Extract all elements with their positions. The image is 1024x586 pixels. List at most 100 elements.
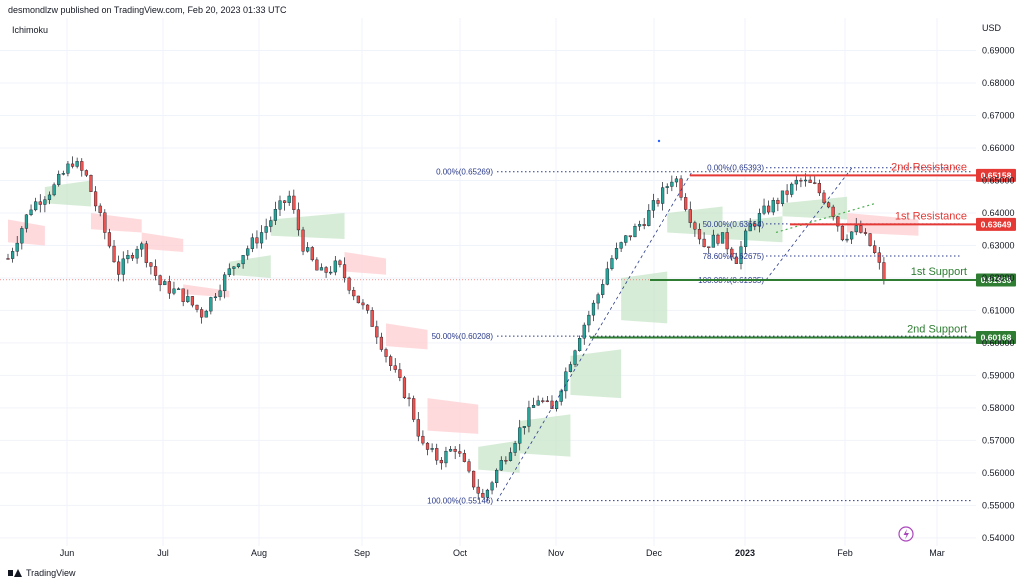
candle-body	[739, 246, 743, 264]
candle-body	[472, 470, 476, 488]
candle-body	[365, 304, 370, 311]
candle-body	[306, 247, 310, 252]
candle-body	[342, 264, 347, 279]
candle-body	[283, 200, 287, 203]
candle-body	[435, 448, 439, 461]
candle-body	[315, 259, 319, 271]
candle-body	[559, 390, 563, 402]
candle-body	[702, 238, 706, 247]
candle-body	[204, 310, 208, 318]
level-label: 1st Resistance	[895, 210, 967, 222]
candle-body	[863, 232, 868, 234]
candle-body	[882, 262, 886, 281]
price-axis[interactable]: USD 0.690000.680000.670000.660000.650000…	[982, 23, 1015, 543]
candle-body	[389, 356, 393, 366]
candle-body	[181, 288, 185, 302]
candle-body	[531, 404, 536, 408]
candle-body	[98, 205, 102, 213]
y-tick-label: 0.68000	[982, 78, 1015, 88]
cloud-segment	[722, 216, 783, 243]
candle-body	[684, 197, 688, 210]
candle-body	[324, 267, 328, 273]
candle-body	[859, 225, 863, 233]
price-badge	[976, 273, 1016, 287]
candle-body	[329, 271, 333, 274]
fib-left-trend	[496, 171, 693, 501]
candle-body	[651, 200, 655, 211]
candle-body	[407, 397, 411, 400]
candle-body	[813, 182, 817, 184]
candle-body	[292, 195, 296, 210]
candle-body	[591, 302, 596, 316]
candle-body	[619, 242, 623, 249]
candle-body	[172, 288, 176, 294]
y-tick-label: 0.60000	[982, 338, 1015, 348]
y-tick-label: 0.62000	[982, 273, 1015, 283]
candle-body	[241, 255, 245, 265]
candle-body	[485, 489, 490, 498]
candle-body	[338, 260, 342, 265]
candle-body	[582, 324, 586, 339]
indicator-label: Ichimoku	[12, 25, 49, 35]
candle-body	[693, 222, 697, 230]
candle-body	[140, 243, 144, 250]
candle-body	[57, 173, 61, 185]
flash-icon[interactable]	[898, 526, 914, 542]
candle-body	[11, 251, 15, 259]
candle-body	[656, 200, 660, 204]
candle-body	[495, 469, 499, 484]
candle-body	[499, 460, 503, 471]
level-label: 2nd Resistance	[891, 161, 967, 173]
candle-body	[361, 302, 365, 306]
candle-body	[112, 245, 116, 263]
candle-body	[158, 275, 162, 286]
price-badge	[976, 330, 1016, 344]
candle-body	[89, 175, 93, 192]
candle-body	[296, 209, 301, 231]
candle-body	[273, 209, 277, 221]
candle-body	[246, 248, 250, 256]
time-axis[interactable]: Jun Jul Aug Sep Oct Nov Dec 2023 Feb Mar	[60, 548, 945, 558]
candle-body	[47, 194, 52, 200]
candle-body	[748, 223, 752, 232]
y-tick-label: 0.58000	[982, 403, 1015, 413]
candle-body	[421, 435, 425, 444]
candle-body	[771, 200, 775, 213]
x-tick-label: Jun	[60, 548, 75, 558]
candle-body	[370, 310, 374, 327]
candle-body	[767, 205, 771, 213]
candle-body	[195, 304, 199, 310]
y-tick-label: 0.59000	[982, 370, 1015, 380]
candle-body	[670, 181, 674, 187]
candle-body	[568, 364, 573, 372]
candle-body	[453, 448, 457, 452]
ichimoku-cloud	[8, 180, 919, 473]
candle-body	[29, 209, 33, 216]
tradingview-logo-icon	[8, 568, 22, 578]
candle-body	[190, 296, 194, 306]
candle-body	[665, 186, 669, 188]
candle-body	[34, 201, 38, 211]
candle-body	[868, 233, 872, 246]
candle-body	[66, 163, 70, 174]
candle-body	[278, 200, 282, 210]
y-tick-label: 0.54000	[982, 533, 1015, 543]
candle-body	[527, 407, 531, 427]
candle-body	[135, 248, 139, 259]
candle-body	[822, 192, 826, 203]
candle-body	[720, 232, 725, 244]
candle-body	[785, 190, 789, 195]
candle-body	[614, 248, 619, 259]
cloud-segment	[229, 255, 271, 278]
y-tick-label: 0.69000	[982, 45, 1015, 55]
candle-body	[513, 443, 517, 453]
cloud-segment	[621, 271, 668, 324]
cloud-segment	[183, 284, 230, 298]
candle-body	[776, 200, 780, 204]
x-tick-label: Aug	[251, 548, 267, 558]
candle-body	[402, 377, 407, 399]
candle-body	[854, 225, 858, 233]
candle-body	[80, 161, 84, 171]
candlesticks	[6, 156, 886, 502]
